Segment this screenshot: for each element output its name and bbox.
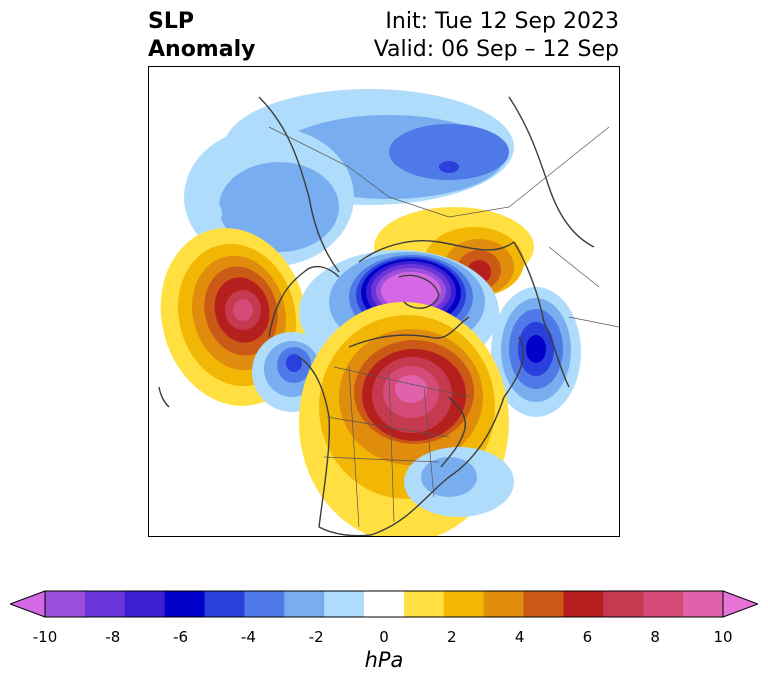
colorbar-tick-label: -2 — [308, 628, 324, 646]
colorbar-tick-label: 10 — [713, 628, 733, 646]
colorbar-cell — [204, 591, 245, 617]
colorbar-tick-label: -10 — [32, 628, 58, 646]
colorbar-cell — [364, 591, 405, 617]
colorbar-tick-label: 6 — [582, 628, 593, 646]
colorbar-cell — [124, 591, 166, 617]
colorbar-tick-label: -4 — [240, 628, 256, 646]
colorbar — [10, 590, 758, 618]
colorbar-tick-label: -8 — [105, 628, 121, 646]
colorbar-tick-label: 4 — [514, 628, 525, 646]
colorbar-cell — [563, 591, 604, 617]
small-low — [196, 199, 222, 229]
eurasian-low — [184, 89, 514, 267]
init-date: Init: Tue 12 Sep 2023 — [385, 9, 619, 34]
title-field: SLP — [148, 9, 194, 34]
colorbar-extend-high — [722, 590, 758, 618]
colorbar-cell — [483, 591, 525, 617]
colorbar-frame — [44, 590, 724, 618]
colorbar-cell — [683, 591, 724, 617]
colorbar-cell — [45, 591, 86, 617]
map-panel[interactable] — [148, 66, 620, 537]
labrador-sea-low — [491, 287, 581, 417]
valid-range: Valid: 06 Sep – 12 Sep — [373, 37, 619, 62]
title-quantity: Anomaly — [148, 37, 256, 62]
colorbar-tick-label: 2 — [447, 628, 457, 646]
title-left: SLP Anomaly — [148, 8, 255, 64]
map-svg — [158, 89, 619, 536]
colorbar-cell — [84, 591, 126, 617]
colorbar-tick-label: -6 — [173, 628, 189, 646]
colorbar-extend-low — [10, 590, 46, 618]
colorbar-cell — [443, 591, 485, 617]
colorbar-cell — [403, 591, 445, 617]
colorbar-cell — [324, 591, 365, 617]
southeast-us-low — [404, 447, 514, 517]
colorbar-tick-label: 0 — [379, 628, 389, 646]
colorbar-cell — [643, 591, 684, 617]
colorbar-tick-label: 8 — [650, 628, 660, 646]
colorbar-cell — [284, 591, 325, 617]
colorbar-cell — [603, 591, 644, 617]
borders — [268, 126, 619, 528]
title-right: Init: Tue 12 Sep 2023 Valid: 06 Sep – 12… — [374, 8, 619, 64]
colorbar-cell — [164, 591, 206, 617]
colorbar-cell — [523, 591, 564, 617]
colorbar-unit-label: hPa — [364, 648, 404, 672]
colorbar-cell — [244, 591, 285, 617]
